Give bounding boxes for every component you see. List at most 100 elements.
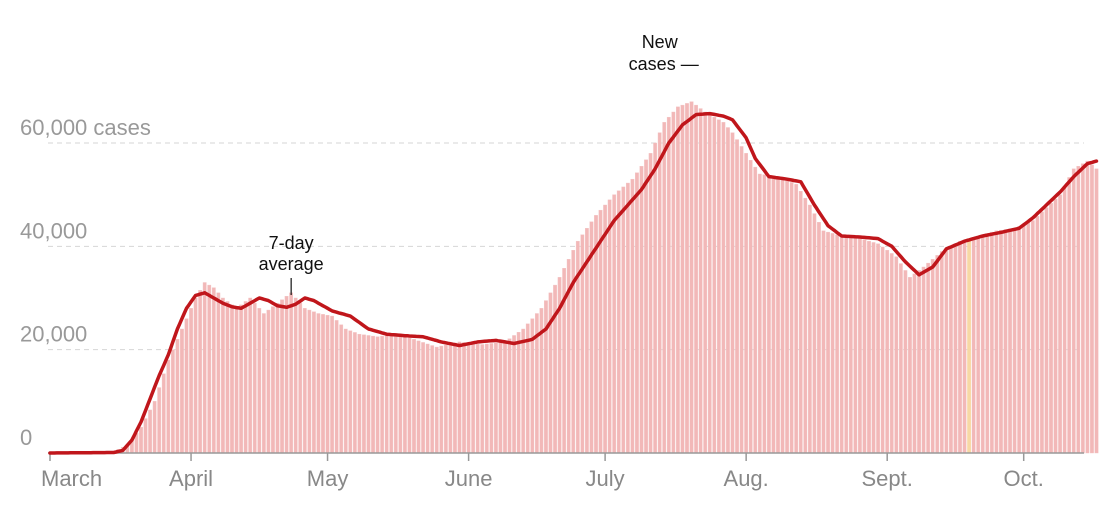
daily-case-bar: [726, 127, 730, 454]
daily-case-bar: [630, 178, 635, 454]
daily-case-bar: [848, 237, 853, 454]
daily-case-bar: [785, 180, 789, 454]
daily-case-bar: [1094, 168, 1099, 454]
daily-case-bar: [202, 282, 207, 454]
daily-case-bar: [434, 346, 439, 454]
daily-case-bar: [448, 343, 453, 454]
daily-case-bar: [976, 235, 981, 454]
daily-case-bar: [648, 153, 653, 454]
daily-case-bar: [239, 304, 243, 454]
daily-case-bar: [930, 259, 935, 454]
daily-case-bar: [1080, 163, 1085, 454]
daily-case-bar: [293, 297, 298, 454]
daily-case-bar: [1058, 194, 1062, 454]
daily-case-bar: [161, 373, 166, 454]
daily-case-bar: [853, 237, 858, 454]
daily-case-bar: [676, 106, 680, 454]
daily-case-bar: [680, 104, 685, 454]
x-axis-ticks: [49, 453, 1025, 461]
daily-case-bar: [794, 184, 799, 454]
daily-case-bar: [389, 334, 394, 454]
daily-case-bar: [689, 101, 694, 454]
daily-case-bar: [994, 230, 999, 454]
daily-case-bar: [348, 330, 353, 454]
daily-case-bar: [908, 277, 912, 454]
daily-case-bar: [375, 336, 380, 454]
daily-case-bar: [603, 204, 607, 454]
daily-case-bar: [157, 387, 162, 454]
daily-case-bar: [876, 243, 880, 454]
daily-case-bar: [753, 166, 758, 454]
daily-case-bar: [1062, 185, 1067, 454]
daily-case-bar: [371, 335, 375, 454]
daily-case-bar: [817, 222, 821, 454]
daily-case-bar: [639, 166, 644, 454]
daily-case-bar: [544, 300, 548, 454]
daily-case-bar: [193, 297, 198, 454]
daily-case-bar: [935, 255, 940, 454]
daily-case-bar: [325, 315, 330, 454]
daily-case-bar: [189, 308, 193, 454]
y-tick-label: 40,000: [20, 218, 87, 243]
daily-case-bar: [521, 328, 526, 454]
daily-case-bar: [225, 301, 230, 454]
daily-case-bar: [271, 306, 275, 454]
daily-case-bar: [616, 190, 621, 454]
daily-case-bar: [384, 335, 389, 454]
daily-case-bar: [830, 233, 835, 454]
daily-case-bar: [712, 116, 717, 454]
daily-case-bar: [548, 292, 553, 454]
daily-case-bar: [398, 335, 403, 454]
daily-case-bar: [421, 342, 425, 454]
daily-case-bar: [362, 334, 366, 454]
daily-case-bar: [366, 335, 371, 454]
daily-case-bar: [662, 122, 667, 454]
daily-case-bar: [707, 114, 712, 454]
daily-case-bar: [880, 246, 885, 454]
daily-case-bar: [494, 342, 498, 454]
daily-case-bar: [184, 318, 189, 454]
daily-case-bar: [971, 237, 976, 454]
daily-case-bar: [894, 256, 899, 454]
daily-case-bar: [917, 270, 921, 454]
daily-case-bar: [298, 302, 303, 454]
daily-case-bar: [1044, 207, 1049, 454]
daily-case-bar: [757, 173, 762, 454]
daily-case-bar: [953, 243, 958, 454]
daily-case-bar: [807, 204, 812, 454]
daily-case-bar: [352, 332, 357, 454]
daily-case-bar: [380, 335, 385, 454]
daily-case-bar: [1003, 229, 1008, 454]
daily-case-bar: [657, 132, 662, 454]
daily-case-bar: [170, 349, 175, 454]
daily-case-bar: [889, 253, 894, 454]
annotation-label: average: [259, 254, 324, 274]
y-tick-label: 60,000 cases: [20, 115, 151, 140]
daily-case-bar: [457, 341, 462, 454]
daily-case-bar: [207, 284, 212, 454]
daily-case-bar: [821, 230, 826, 454]
daily-case-bar: [139, 426, 143, 454]
daily-case-bar: [625, 182, 630, 454]
daily-case-bar: [525, 323, 530, 454]
daily-case-bar: [471, 343, 476, 454]
x-tick-label: Oct.: [1004, 466, 1044, 491]
daily-case-bar: [962, 239, 967, 454]
daily-case-bar: [744, 153, 749, 454]
daily-case-bar: [1035, 215, 1040, 454]
daily-case-bar: [216, 292, 221, 454]
daily-case-bar: [266, 309, 271, 454]
daily-case-bar: [234, 308, 239, 454]
annotation-label: New: [642, 32, 679, 52]
daily-case-bar: [989, 231, 994, 454]
daily-case-bar: [516, 332, 521, 454]
daily-case-bar: [407, 337, 412, 454]
daily-case-bar: [393, 333, 398, 454]
daily-case-bar: [503, 341, 507, 454]
daily-case-bar: [1012, 228, 1017, 454]
y-tick-label: 0: [20, 425, 32, 450]
daily-case-bar: [453, 342, 457, 454]
daily-case-bar: [871, 242, 876, 454]
daily-case-bar: [980, 234, 985, 454]
y-axis-labels: 0 20,000 40,000 60,000 cases: [20, 115, 151, 450]
